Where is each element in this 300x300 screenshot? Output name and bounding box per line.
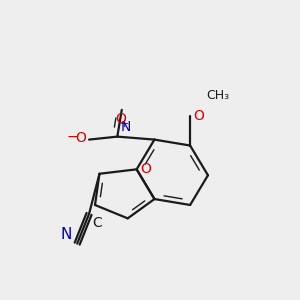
Text: CH₃: CH₃ [206, 88, 230, 101]
Text: O: O [193, 109, 204, 123]
Text: N: N [61, 227, 72, 242]
Text: N: N [120, 120, 131, 134]
Text: +: + [120, 119, 129, 129]
Text: O: O [75, 131, 86, 145]
Text: O: O [140, 162, 151, 176]
Text: O: O [115, 112, 126, 126]
Text: −: − [66, 130, 78, 144]
Text: C: C [92, 216, 102, 230]
